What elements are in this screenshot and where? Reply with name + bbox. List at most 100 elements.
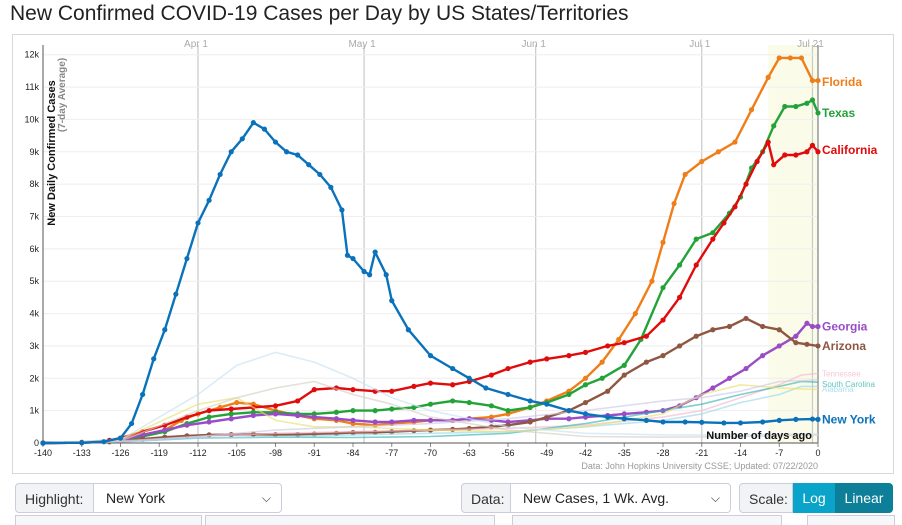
data-point (621, 372, 627, 378)
data-point (372, 408, 378, 414)
data-point (693, 236, 699, 242)
highlight-label: Highlight: (15, 483, 94, 513)
data-point (726, 375, 733, 381)
second-row-control[interactable] (15, 515, 202, 525)
source-note: Data: John Hopkins University CSSE; Upda… (581, 461, 818, 471)
data-point (782, 152, 788, 158)
data-point (793, 340, 799, 346)
data-point (195, 220, 201, 226)
data-point (311, 414, 317, 420)
data-point (605, 343, 611, 349)
data-point (765, 74, 771, 80)
second-row-control[interactable] (205, 515, 495, 525)
data-point (228, 416, 234, 422)
data-point (544, 356, 550, 362)
series-label: Florida (822, 75, 862, 89)
data-point (721, 220, 727, 226)
data-point (272, 403, 279, 409)
series-line (42, 380, 819, 444)
data-point (776, 343, 782, 349)
data-point (427, 380, 434, 386)
data-point (815, 343, 821, 349)
y-tick-label: 8k (29, 179, 39, 189)
data-point (660, 353, 666, 359)
y-tick-label: 12k (24, 50, 39, 60)
data-select[interactable]: New Cases, 1 Wk. Avg. ⌵ (511, 483, 731, 513)
y-tick-label: 3k (29, 341, 39, 351)
data-point (721, 420, 727, 426)
data-point (40, 440, 46, 446)
data-point (505, 391, 511, 398)
data-point (405, 327, 411, 333)
data-point (272, 139, 279, 145)
chevron-down-icon: ⌵ (710, 491, 720, 505)
second-row-control[interactable] (807, 515, 895, 525)
data-point (466, 375, 472, 381)
second-row-control[interactable] (512, 515, 782, 525)
data-point (710, 230, 716, 236)
data-point (760, 323, 766, 330)
x-tick-label: -98 (269, 448, 282, 458)
data-point (760, 353, 766, 359)
highlight-select[interactable]: New York ⌵ (94, 483, 282, 513)
data-point (483, 385, 489, 391)
x-tick-label: -49 (540, 448, 553, 458)
data-point (605, 414, 611, 420)
scale-linear-button[interactable]: Linear (835, 483, 893, 513)
data-point (793, 416, 799, 422)
data-point (809, 323, 816, 330)
data-point (295, 398, 301, 404)
series-line (42, 322, 818, 445)
x-tick-label: -70 (424, 448, 437, 458)
data-point (693, 333, 699, 339)
data-point (450, 382, 456, 388)
data-point (599, 375, 605, 381)
data-point (527, 419, 533, 425)
x-tick-label: -112 (189, 448, 206, 458)
data-point (450, 365, 456, 372)
data-point (677, 343, 683, 349)
data-point (710, 327, 716, 333)
data-point (206, 414, 212, 420)
data-point (715, 149, 721, 155)
data-point (206, 197, 212, 203)
data-point (737, 420, 744, 426)
data-point (643, 359, 649, 365)
scale-log-button[interactable]: Log (793, 483, 835, 513)
data-point (748, 107, 755, 113)
data-point (151, 356, 157, 362)
data-point (804, 149, 810, 155)
data-point (339, 207, 345, 213)
data-point (566, 408, 572, 414)
data-point (809, 97, 816, 103)
data-point (582, 375, 589, 381)
data-point (389, 298, 395, 304)
data-point (389, 406, 395, 412)
data-point (101, 439, 107, 445)
data-point (732, 204, 738, 210)
y-axis-subtitle: (7-day Average) (57, 58, 68, 132)
data-point (693, 262, 699, 268)
y-tick-label: 1k (29, 406, 39, 416)
data-value: New Cases, 1 Wk. Avg. (523, 490, 670, 506)
x-tick-label: -28 (656, 448, 669, 458)
data-point (582, 382, 589, 388)
data-point (815, 110, 821, 116)
x-axis-title: Number of days ago (706, 430, 812, 442)
data-point (660, 419, 666, 425)
data-point (234, 399, 240, 406)
series-label: Alabama (822, 385, 854, 394)
data-point (787, 55, 793, 61)
data-point (616, 336, 622, 343)
data-point (295, 412, 301, 419)
x-tick-label: -105 (228, 448, 246, 458)
series-line (42, 383, 819, 444)
data-point (776, 327, 782, 333)
month-marker-label: Apr 1 (184, 39, 208, 50)
data-point (228, 406, 234, 412)
data-point (710, 236, 716, 242)
series-line (42, 121, 819, 445)
controls-bar: Highlight: New York ⌵ Data: New Cases, 1… (15, 483, 895, 525)
y-tick-label: 4k (29, 309, 39, 319)
data-point (162, 427, 168, 433)
